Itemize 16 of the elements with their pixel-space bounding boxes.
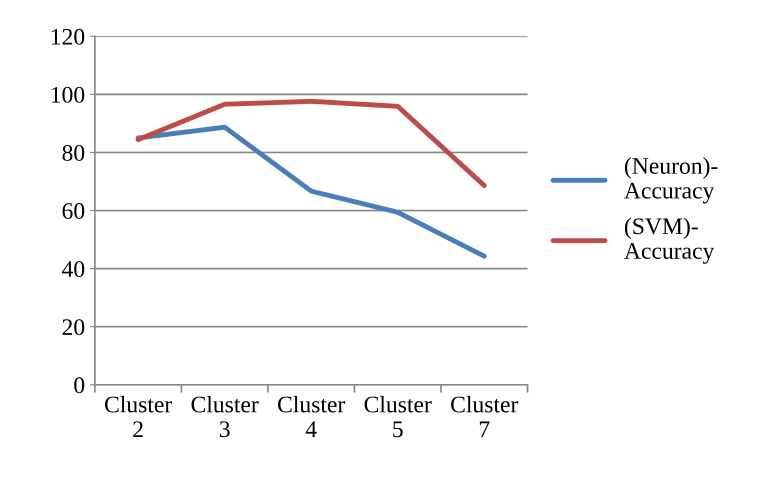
y-tick-label: 120	[52, 28, 84, 45]
x-tick-label: Cluster 3	[192, 396, 259, 438]
y-tick-label: 0	[74, 377, 84, 394]
y-tick-label: 100	[52, 86, 84, 103]
legend-label: (SVM)-Accuracy	[624, 218, 714, 264]
line-series	[136, 124, 487, 259]
y-tick-label: 60	[62, 203, 84, 219]
line-series	[136, 98, 487, 188]
y-tick-label: 40	[62, 261, 84, 278]
x-tick-label: Cluster 5	[364, 396, 432, 438]
x-tick-label: Cluster 4	[278, 396, 346, 437]
x-tick-label: Cluster 2	[105, 396, 172, 437]
legend-label: (Neuron)-Accuracy	[624, 157, 718, 204]
x-tick-label: Cluster 7	[451, 396, 518, 437]
y-tick-label: 20	[62, 319, 84, 336]
y-tick-label: 80	[62, 144, 84, 161]
